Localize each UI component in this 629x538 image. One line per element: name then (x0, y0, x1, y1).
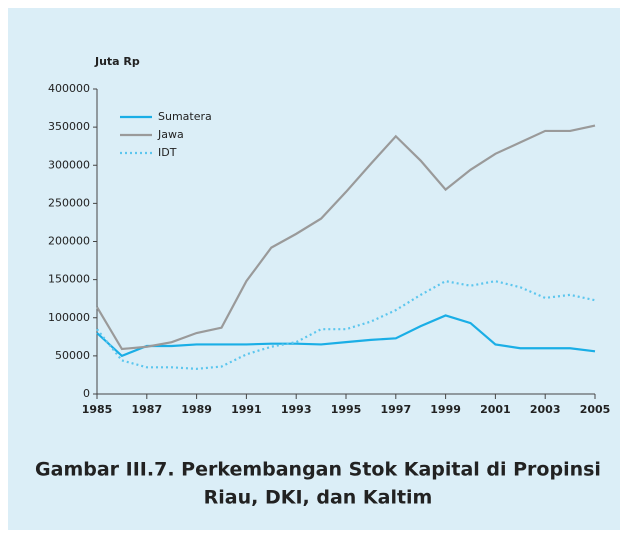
chart-title: Riau, DKI, dan Kaltim (204, 487, 433, 509)
x-tick-label: 1989 (181, 403, 212, 416)
y-tick-label: 300000 (48, 158, 90, 171)
y-tick-label: 50000 (55, 349, 90, 362)
x-tick-label: 1995 (331, 403, 362, 416)
x-tick-label: 1991 (231, 403, 262, 416)
y-axis-label: Juta Rp (94, 55, 140, 68)
y-tick-label: 100000 (48, 311, 90, 324)
series-line (96, 314, 596, 358)
y-tick-label: 400000 (48, 82, 90, 95)
x-tick-label: 2005 (580, 403, 611, 416)
y-tick-label: 250000 (48, 196, 90, 209)
background (8, 8, 620, 530)
x-tick-label: 1985 (82, 403, 113, 416)
y-tick-label: 150000 (48, 273, 90, 286)
x-tick-label: 1993 (281, 403, 312, 416)
chart-title: Gambar III.7. Perkembangan Stok Kapital … (35, 459, 601, 481)
series-line (96, 279, 596, 370)
x-tick-label: 2003 (530, 403, 561, 416)
y-tick-label: 0 (83, 387, 90, 400)
y-tick-label: 350000 (48, 120, 90, 133)
series-line (96, 124, 596, 351)
legend-label: IDT (158, 146, 177, 159)
x-tick-label: 1999 (430, 403, 461, 416)
x-tick-label: 1997 (380, 403, 411, 416)
legend-label: Sumatera (158, 110, 212, 123)
x-tick-label: 1987 (131, 403, 162, 416)
legend-label: Jawa (157, 128, 184, 141)
x-tick-label: 2001 (480, 403, 511, 416)
y-tick-label: 200000 (48, 235, 90, 248)
